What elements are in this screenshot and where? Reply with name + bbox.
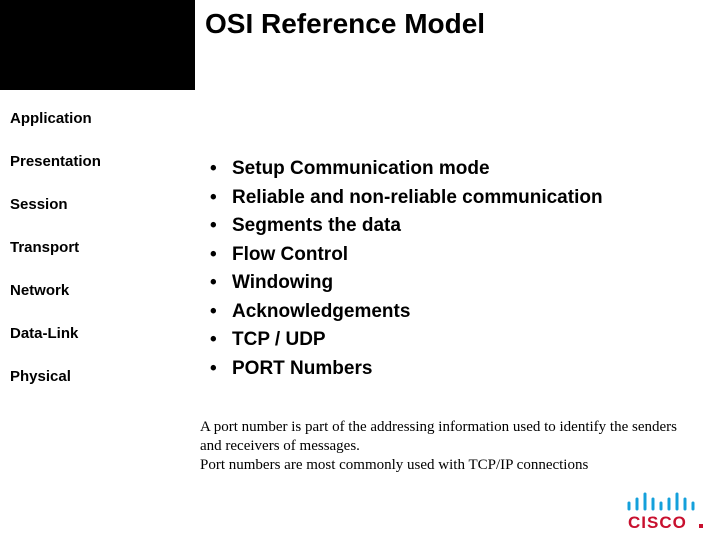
osi-layer-list: Application Presentation Session Transpo… <box>10 110 190 411</box>
bullet-item: Acknowledgements <box>210 298 700 327</box>
transport-bullet-list: Setup Communication mode Reliable and no… <box>210 155 700 383</box>
bullet-item: TCP / UDP <box>210 326 700 355</box>
layer-session: Session <box>10 196 190 213</box>
svg-text:CISCO: CISCO <box>628 513 687 530</box>
decorative-black-block <box>0 0 195 90</box>
layer-transport: Transport <box>10 239 190 256</box>
footnote-line2: Port numbers are most commonly used with… <box>200 457 588 473</box>
bullet-item: Reliable and non-reliable communication <box>210 184 700 213</box>
layer-network: Network <box>10 282 190 299</box>
layer-physical: Physical <box>10 368 190 385</box>
bullet-item: Segments the data <box>210 212 700 241</box>
bullet-item: Flow Control <box>210 241 700 270</box>
bullet-item: PORT Numbers <box>210 355 700 384</box>
footnote-line1: A port number is part of the addressing … <box>200 419 677 454</box>
slide-title: OSI Reference Model <box>205 8 485 40</box>
layer-datalink: Data-Link <box>10 325 190 342</box>
slide: OSI Reference Model Application Presenta… <box>0 0 720 540</box>
bullet-item: Setup Communication mode <box>210 155 700 184</box>
layer-presentation: Presentation <box>10 153 190 170</box>
footnote-text: A port number is part of the addressing … <box>200 418 700 474</box>
cisco-logo: CISCO <box>624 488 706 530</box>
layer-application: Application <box>10 110 190 127</box>
bullet-item: Windowing <box>210 269 700 298</box>
